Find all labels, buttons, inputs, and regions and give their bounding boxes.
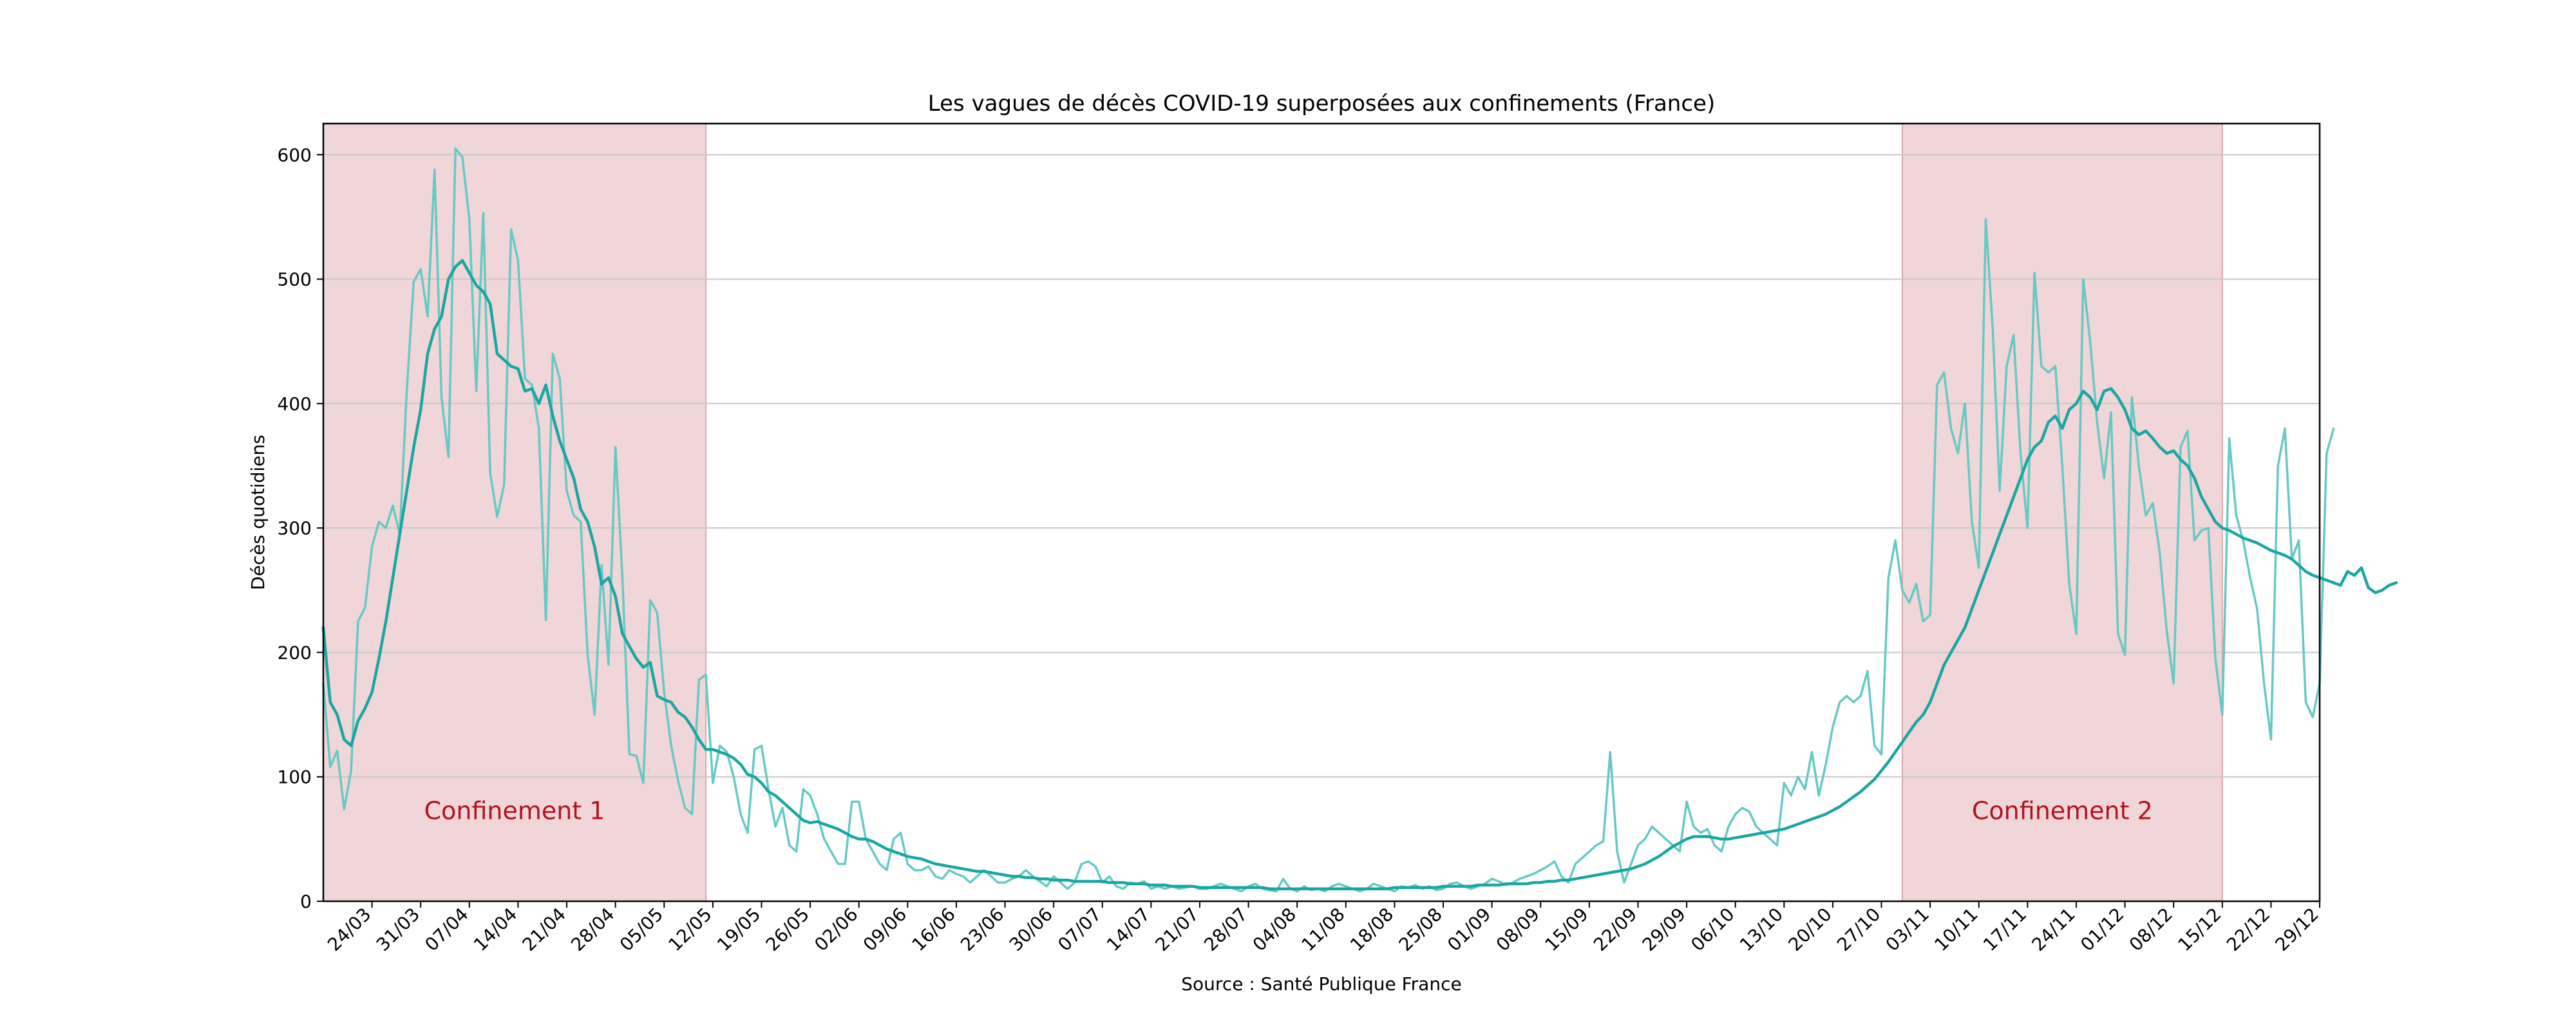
y-tick-label: 200 <box>278 642 312 663</box>
y-tick-label: 100 <box>278 767 312 788</box>
x-tick-label: 28/07 <box>1200 904 1251 955</box>
x-tick-label: 24/03 <box>323 904 375 955</box>
x-tick-label: 24/11 <box>2028 904 2079 955</box>
x-tick-label: 01/12 <box>2076 904 2128 955</box>
x-tick-label: 02/06 <box>810 904 862 955</box>
x-tick-label: 10/11 <box>1930 904 1982 955</box>
confinement-label-2: Confinement 2 <box>1972 797 2153 825</box>
x-tick-label: 26/05 <box>762 904 813 955</box>
x-tick-label: 08/09 <box>1492 904 1544 955</box>
x-tick-label: 17/11 <box>1979 904 2031 955</box>
x-tick-label: 06/10 <box>1687 904 1738 955</box>
y-tick-label: 300 <box>278 518 312 539</box>
x-tick-label: 22/09 <box>1589 904 1641 955</box>
x-tick-label: 12/05 <box>664 904 715 955</box>
x-tick-label: 22/12 <box>2222 904 2274 955</box>
x-tick-label: 03/11 <box>1882 904 1933 955</box>
x-tick-label: 04/08 <box>1249 904 1300 955</box>
x-tick-label: 15/12 <box>2174 904 2225 955</box>
y-tick-label: 500 <box>278 269 312 290</box>
x-tick-label: 19/05 <box>713 904 764 955</box>
x-tick-label: 23/06 <box>956 904 1008 955</box>
x-tick-label: 07/04 <box>421 904 472 955</box>
x-tick-label: 30/06 <box>1005 904 1057 955</box>
x-tick-label: 25/08 <box>1395 904 1446 955</box>
confinement-band-2 <box>1902 124 2222 901</box>
y-tick-label: 600 <box>278 144 312 165</box>
confinement-label-1: Confinement 1 <box>424 797 605 825</box>
x-tick-label: 20/10 <box>1784 904 1835 955</box>
x-axis-label: Source : Santé Publique France <box>1181 973 1461 995</box>
x-tick-label: 01/09 <box>1443 904 1495 955</box>
x-tick-label: 11/08 <box>1297 904 1349 955</box>
x-tick-label: 08/12 <box>2125 904 2177 955</box>
x-tick-label: 16/06 <box>907 904 959 955</box>
x-tick-label: 27/10 <box>1833 904 1884 955</box>
plot-frame <box>322 122 2321 903</box>
x-tick-label: 07/07 <box>1054 904 1105 955</box>
x-tick-label: 09/06 <box>859 904 911 955</box>
x-tick-label: 29/12 <box>2271 904 2323 955</box>
x-tick-label: 05/05 <box>616 904 667 955</box>
x-tick-label: 15/09 <box>1540 904 1592 955</box>
x-tick-label: 18/08 <box>1346 904 1397 955</box>
y-axis-label: Décès quotidiens <box>247 435 269 590</box>
x-tick-label: 28/04 <box>567 904 618 955</box>
x-tick-label: 14/04 <box>469 904 521 955</box>
x-tick-label: 14/07 <box>1103 904 1154 955</box>
moving-average-line <box>321 259 2398 890</box>
confinement-band-1 <box>323 124 706 901</box>
series-lines <box>321 147 2398 893</box>
y-tick-label: 400 <box>278 393 312 415</box>
x-tick-label: 21/07 <box>1151 904 1203 955</box>
x-tick-label: 31/03 <box>372 904 424 955</box>
x-tick-label: 13/10 <box>1736 904 1787 955</box>
x-tick-label: 29/09 <box>1638 904 1690 955</box>
x-tick-label: 21/04 <box>518 904 570 955</box>
chart-title: Les vagues de décès COVID-19 superposées… <box>928 91 1715 117</box>
gridlines <box>323 154 2320 902</box>
y-tick-label: 0 <box>300 891 312 912</box>
confinement-bands: Confinement 1 Confinement 2 <box>323 124 2223 901</box>
